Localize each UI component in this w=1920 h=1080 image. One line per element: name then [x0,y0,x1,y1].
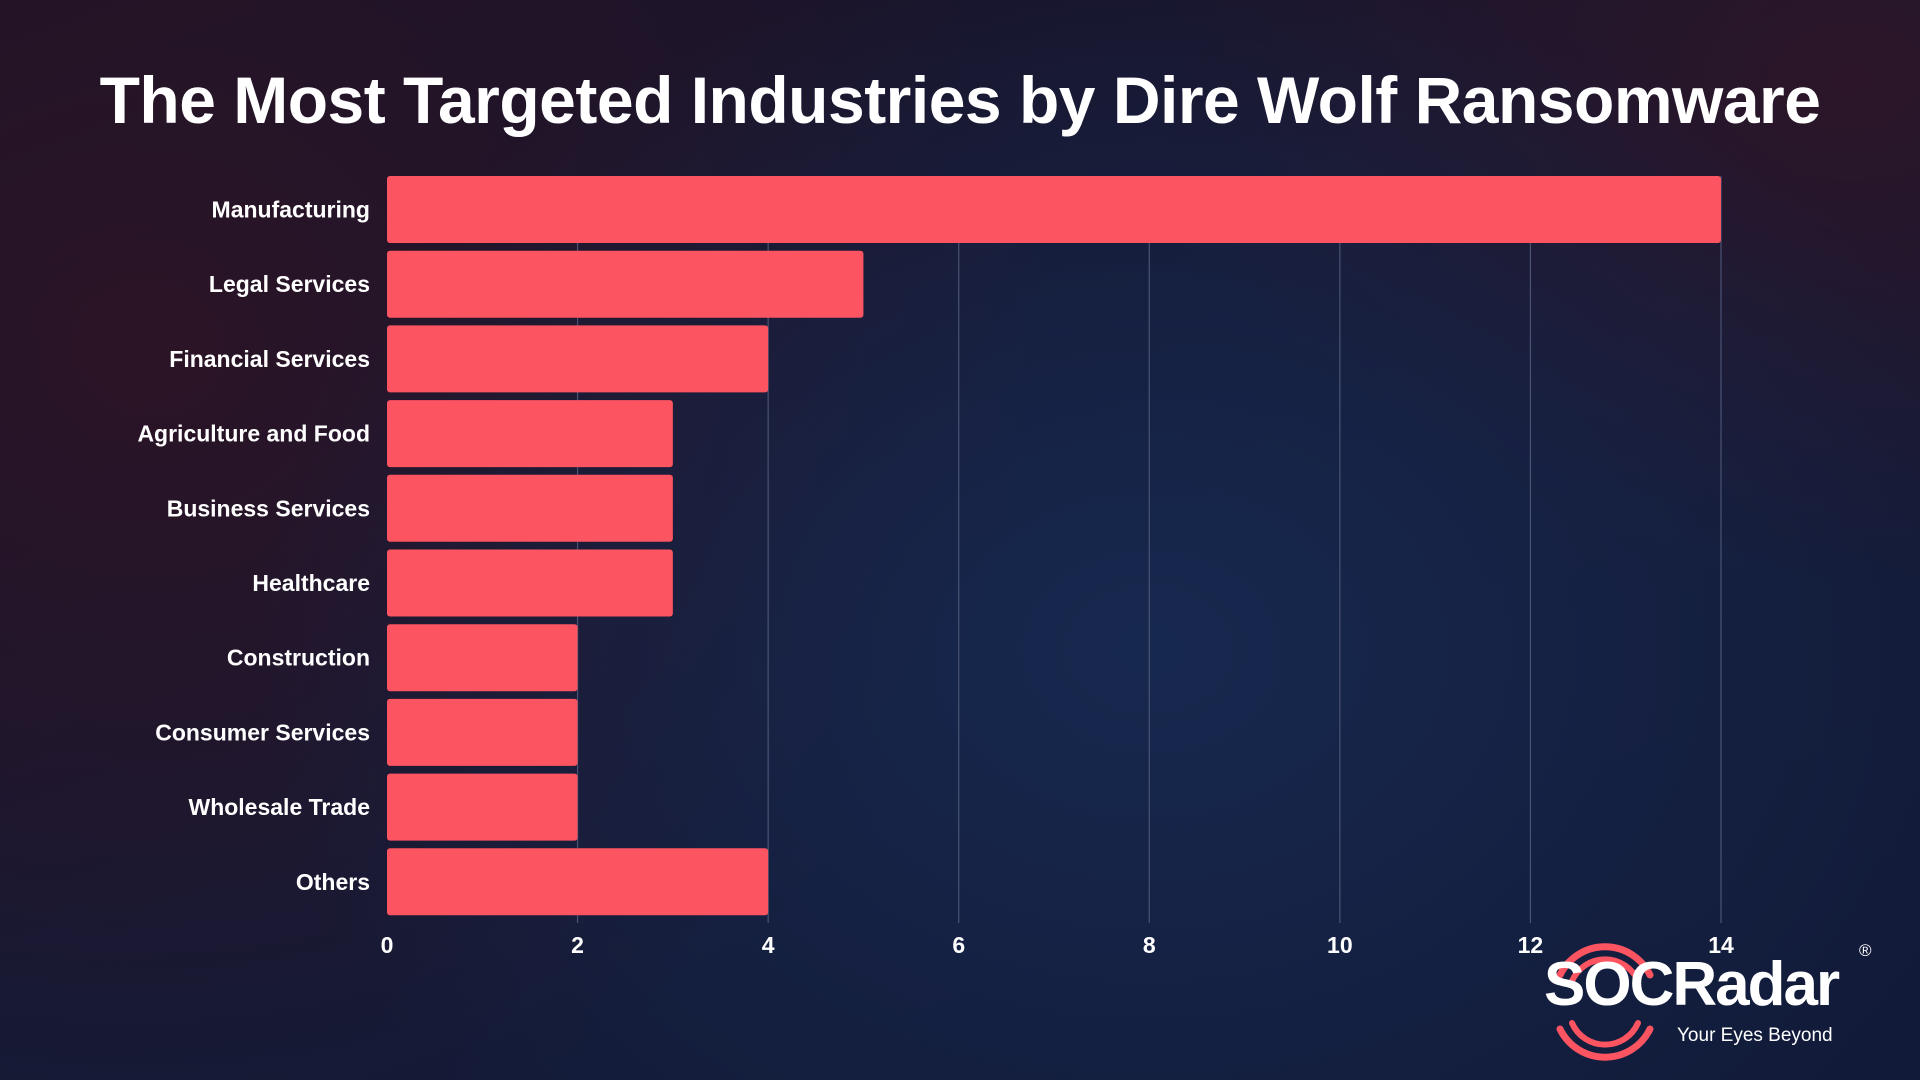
bar-financial-services [387,325,769,393]
category-label: Healthcare [252,570,370,596]
category-label: Agriculture and Food [137,421,370,447]
category-label: Consumer Services [155,719,370,745]
x-tick-label: 8 [1143,932,1156,958]
category-label: Wholesale Trade [188,794,370,820]
x-tick-label: 2 [571,932,584,958]
bar-construction [387,624,578,692]
bar-agriculture-and-food [387,400,673,468]
category-label: Construction [227,645,370,671]
chart-title: The Most Targeted Industries by Dire Wol… [99,63,1821,137]
registered-mark: ® [1859,941,1872,960]
x-tick-label: 0 [381,932,394,958]
bar-consumer-services [387,698,578,766]
category-labels: Manufacturing Legal Services Financial Ser… [137,197,370,895]
bars [387,176,1721,916]
bar-legal-services [387,250,864,318]
logo-tagline: Your Eyes Beyond [1677,1025,1833,1046]
x-tick-label: 10 [1327,932,1353,958]
category-label: Legal Services [209,271,370,297]
radar-rings-icon [1556,943,1654,1061]
category-label: Others [296,869,370,895]
x-axis-ticks: 0 2 4 6 8 10 12 14 [381,932,1734,958]
socradar-logo: SOCRadar ® Your Eyes Beyond [1540,941,1880,1065]
category-label: Business Services [167,495,370,521]
logo-wordmark: SOCRadar [1544,950,1840,1019]
x-tick-label: 4 [762,932,775,958]
x-tick-label: 12 [1518,932,1544,958]
bar-wholesale-trade [387,773,578,841]
bar-business-services [387,474,673,542]
bar-healthcare [387,549,673,617]
category-label: Manufacturing [212,197,370,223]
bar-others [387,848,769,916]
x-tick-label: 14 [1708,932,1734,958]
category-label: Financial Services [169,346,370,372]
x-tick-label: 6 [952,932,965,958]
bar-manufacturing [387,176,1721,243]
